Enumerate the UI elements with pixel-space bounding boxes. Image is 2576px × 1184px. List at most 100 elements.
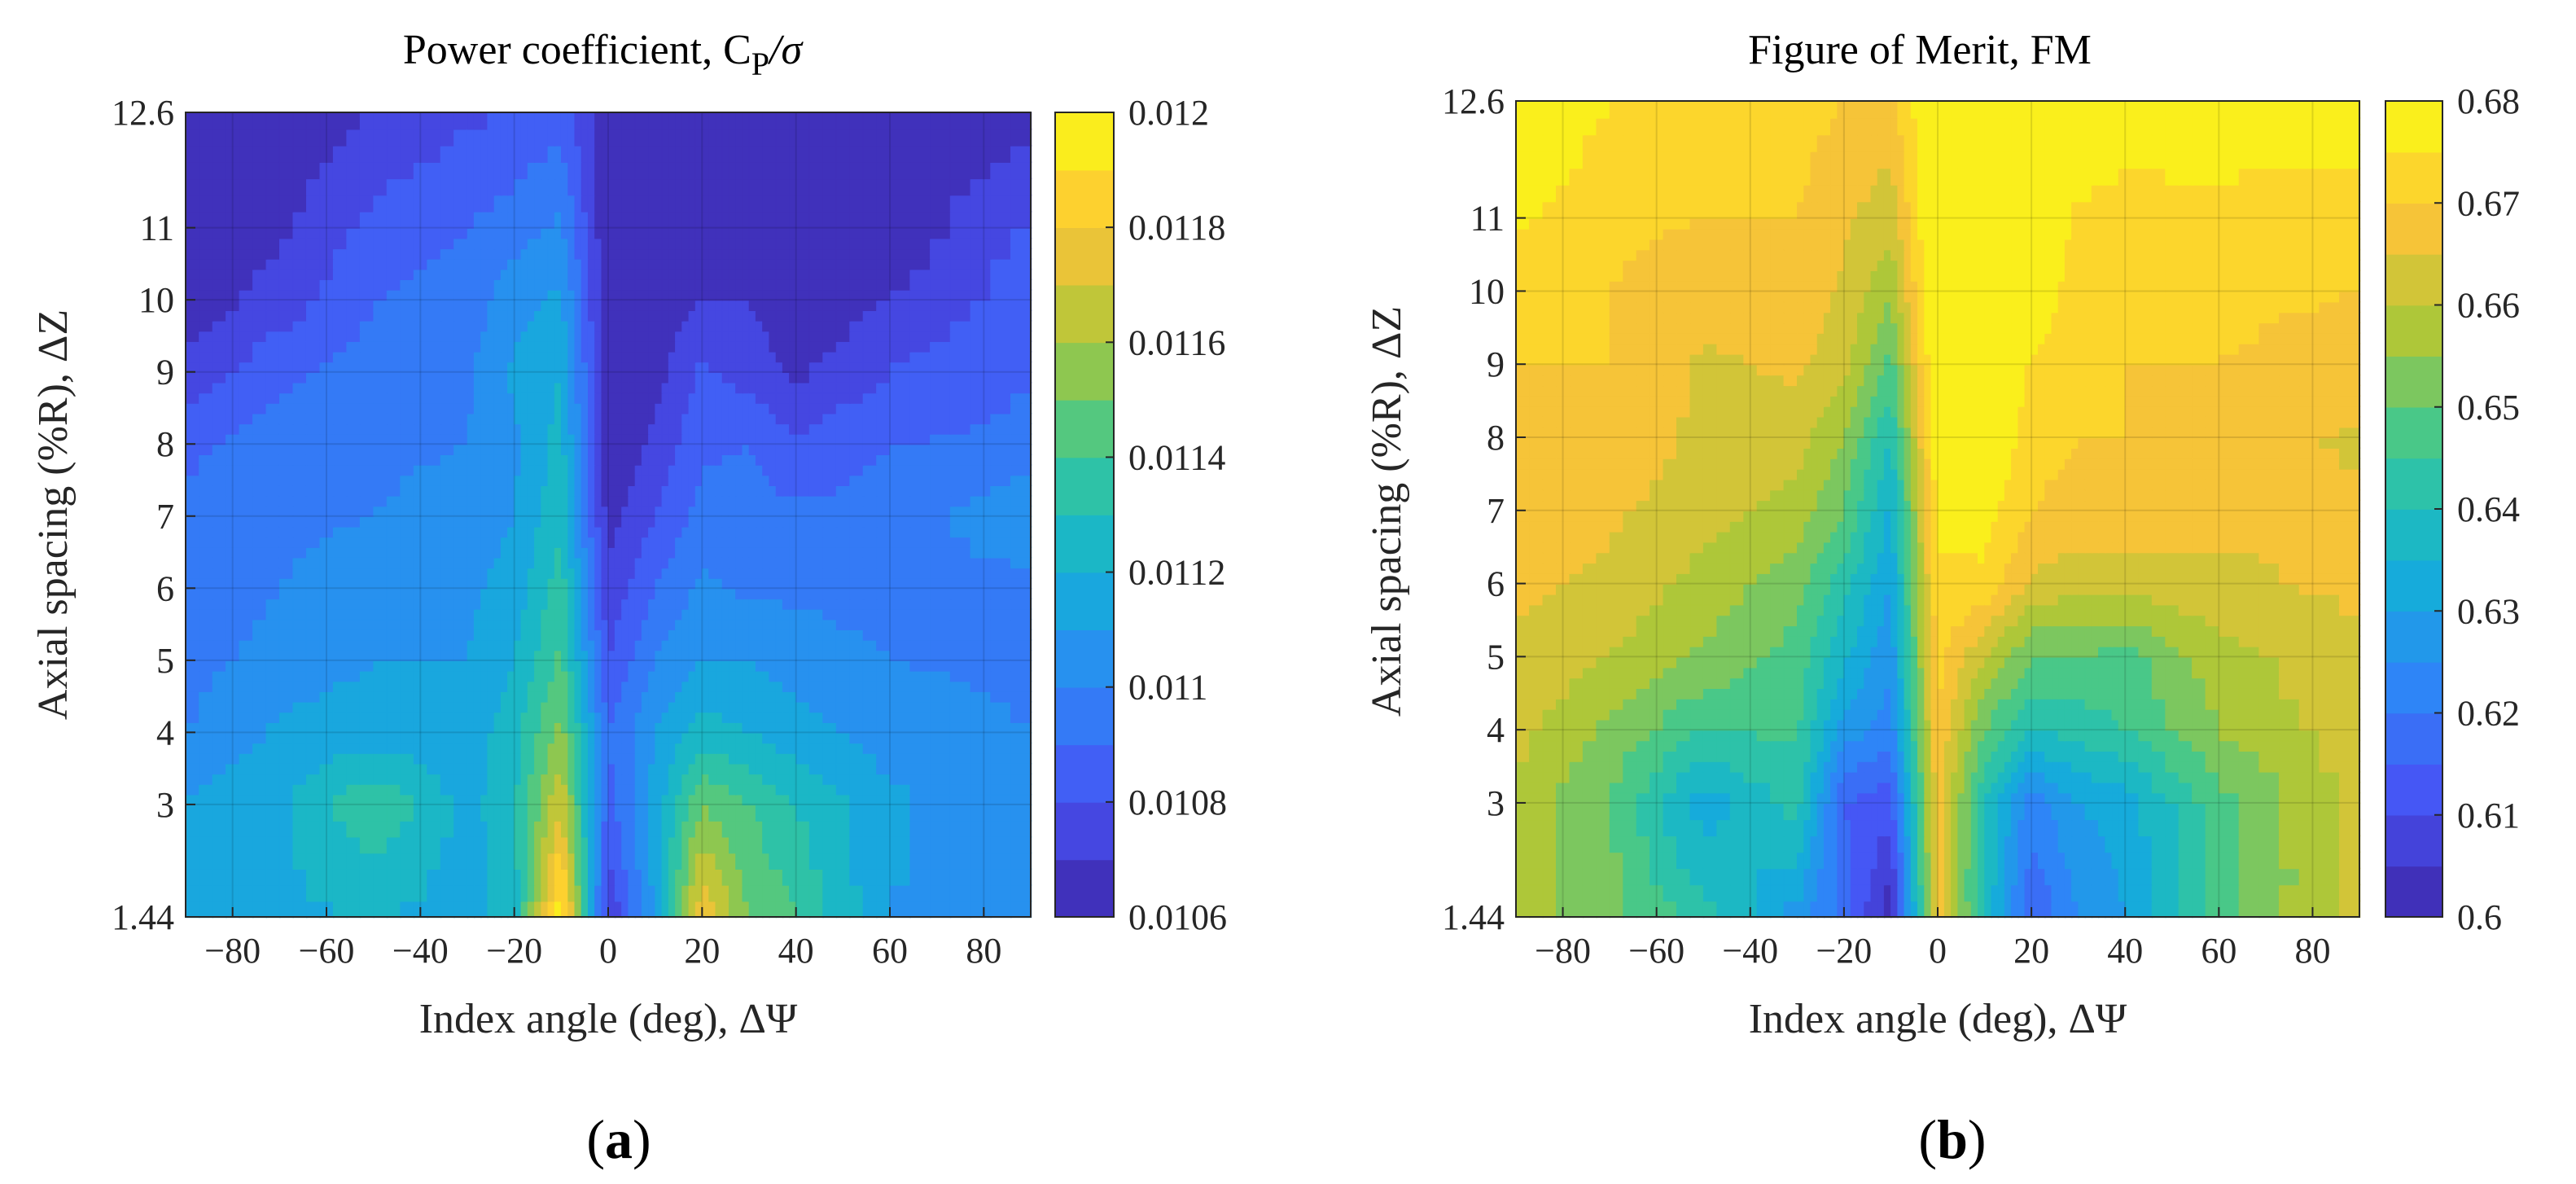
contour-cell — [675, 474, 683, 487]
contour-cell — [782, 783, 791, 796]
contour-cell — [487, 752, 496, 765]
contour-cell — [560, 237, 569, 250]
contour-cell — [480, 278, 488, 291]
contour-cell — [701, 309, 710, 322]
contour-cell — [769, 515, 778, 528]
contour-cell — [909, 577, 931, 590]
contour-cell — [359, 567, 375, 579]
contour-cell — [621, 443, 629, 456]
contour-cell — [862, 660, 878, 672]
contour-cell — [265, 258, 281, 270]
contour-cell — [661, 762, 670, 775]
contour-cell — [607, 691, 616, 703]
contour-cell — [688, 505, 697, 517]
contour-cell — [755, 505, 764, 517]
contour-cell — [359, 901, 375, 919]
contour-cell — [185, 884, 200, 902]
contour-cell — [185, 804, 200, 822]
contour-cell — [587, 701, 596, 713]
contour-cell — [634, 639, 643, 651]
contour-cell — [427, 721, 442, 734]
contour-cell — [493, 361, 502, 373]
contour-cell — [587, 382, 596, 394]
contour-cell — [876, 526, 892, 538]
contour-cell — [930, 330, 952, 342]
contour-cell — [359, 762, 375, 775]
contour-cell — [487, 258, 496, 270]
contour-cell — [239, 330, 254, 342]
contour-cell — [782, 660, 791, 672]
contour-cell — [453, 598, 469, 610]
contour-cell — [721, 618, 730, 631]
contour-cell — [554, 443, 563, 456]
contour-cell — [332, 536, 348, 548]
contour-cell — [769, 670, 778, 682]
contour-cell — [889, 340, 911, 353]
contour-cell — [849, 515, 865, 528]
contour-cell — [675, 526, 683, 538]
contour-cell — [808, 536, 824, 548]
contour-cell — [473, 278, 482, 291]
contour-cell — [721, 382, 730, 394]
contour-cell — [849, 443, 865, 456]
contour-cell — [212, 382, 227, 394]
contour-cell — [520, 361, 529, 373]
contour-cell — [769, 587, 778, 600]
contour-cell — [493, 485, 502, 497]
contour-cell — [514, 820, 523, 838]
contour-cell — [862, 474, 878, 487]
contour-cell — [949, 742, 971, 754]
contour-cell — [547, 701, 556, 713]
contour-cell — [292, 868, 308, 886]
contour-cell — [701, 505, 710, 517]
contour-cell — [534, 649, 542, 662]
contour-cell — [359, 680, 375, 692]
contour-cell — [239, 680, 254, 692]
contour-cell — [527, 443, 536, 456]
contour-cell — [265, 340, 281, 353]
contour-cell — [560, 371, 569, 384]
contour-cell — [762, 732, 770, 744]
contour-cell — [278, 836, 294, 854]
contour-cell — [467, 546, 475, 559]
contour-cell — [520, 392, 529, 404]
contour-cell — [728, 577, 737, 590]
contour-cell — [373, 608, 388, 621]
contour-cell — [594, 361, 602, 373]
contour-cell — [239, 361, 254, 373]
contour-cell — [473, 608, 482, 621]
contour-cell — [547, 299, 556, 312]
contour-cell — [453, 670, 469, 682]
contour-cell — [648, 598, 656, 610]
contour-cell — [594, 402, 602, 414]
contour-cell — [541, 783, 549, 796]
contour-cell — [782, 402, 791, 414]
contour-cell — [742, 691, 751, 703]
contour-cell — [755, 618, 764, 631]
contour-cell — [668, 299, 677, 312]
contour-cell — [500, 278, 509, 291]
contour-cell — [607, 649, 616, 662]
contour-cell — [386, 660, 401, 672]
contour-cell — [547, 382, 556, 394]
contour-cell — [949, 691, 971, 703]
contour-cell — [332, 515, 348, 528]
contour-cell — [520, 454, 529, 466]
contour-cell — [849, 433, 865, 445]
contour-cell — [453, 752, 469, 765]
contour-cell — [514, 402, 523, 414]
contour-cell — [648, 464, 656, 476]
contour-cell — [661, 649, 670, 662]
contour-cell — [849, 412, 865, 425]
contour-cell — [949, 495, 971, 507]
contour-cell — [641, 868, 650, 886]
contour-cell — [728, 526, 737, 538]
contour-cell — [822, 557, 838, 569]
contour-cell — [715, 567, 724, 579]
contour-cell — [400, 618, 415, 631]
contour-cell — [755, 557, 764, 569]
contour-cell — [514, 361, 523, 373]
contour-cell — [769, 639, 778, 651]
contour-cell — [1010, 505, 1032, 517]
contour-cell — [648, 546, 656, 559]
